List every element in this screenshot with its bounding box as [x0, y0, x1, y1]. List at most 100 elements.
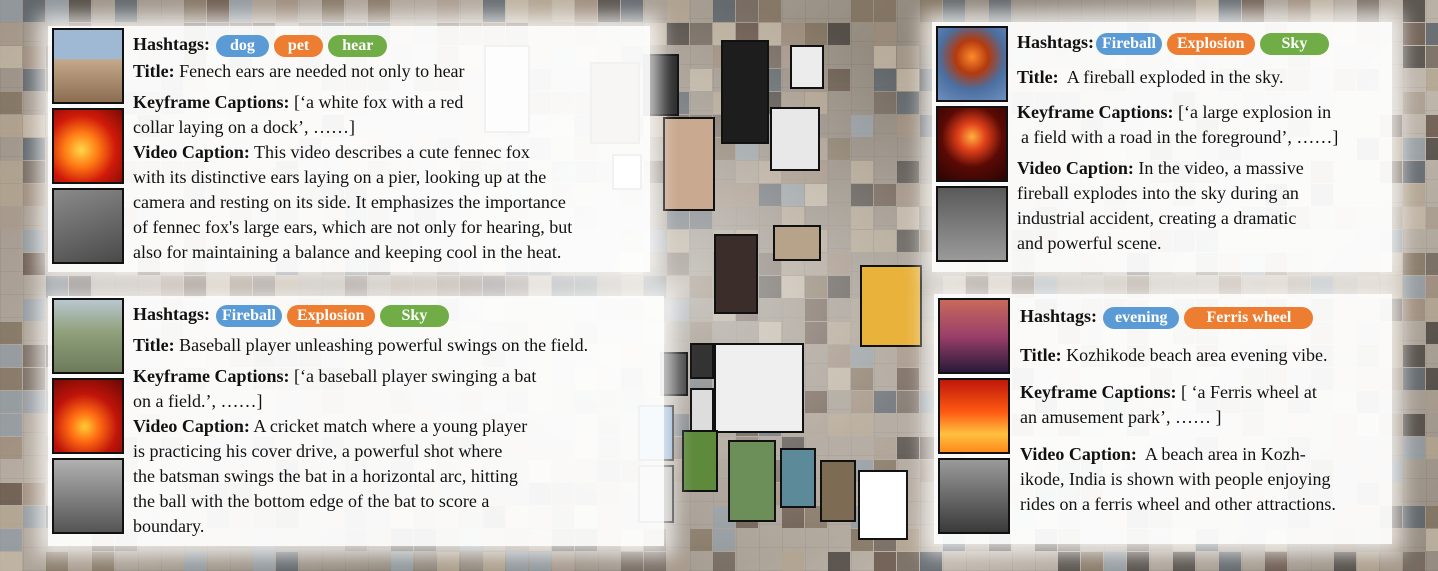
- hashtag[interactable]: Fireball: [216, 304, 282, 327]
- keyframe-image: [52, 28, 124, 104]
- hashtag[interactable]: evening: [1103, 306, 1180, 329]
- title-text: Baseball player unleashing powerful swin…: [179, 335, 589, 355]
- mosaic-tile: [1403, 299, 1425, 321]
- thumbnail: [773, 225, 821, 261]
- mosaic-tile: [1403, 437, 1425, 459]
- mosaic-tile: [1426, 299, 1438, 321]
- thumbnail: [820, 460, 856, 522]
- title-label: Title:: [1020, 345, 1062, 365]
- mosaic-tile: [1242, 0, 1264, 22]
- thumbnail: [858, 470, 908, 540]
- mosaic-tile: [0, 368, 22, 390]
- mosaic-tile: [1426, 207, 1438, 229]
- mosaic-tile: [23, 253, 45, 275]
- hashtag[interactable]: Sky: [379, 304, 450, 327]
- thumbnail: [660, 352, 688, 396]
- mosaic-tile: [1127, 276, 1149, 298]
- hashtag[interactable]: Explosion: [286, 304, 375, 327]
- mosaic-tile: [1426, 69, 1438, 91]
- video-caption-label: Video Caption:: [1020, 444, 1137, 464]
- title-text: Kozhikode beach area evening vibe.: [1066, 345, 1328, 365]
- mosaic-tile: [69, 0, 91, 22]
- hashtag[interactable]: Fireball: [1096, 32, 1162, 55]
- mosaic-tile: [0, 0, 22, 22]
- mosaic-tile: [0, 437, 22, 459]
- mosaic-tile: [46, 276, 68, 298]
- hashtag[interactable]: dog: [216, 34, 269, 57]
- hashtag-list: Fireball Explosion Sky: [1096, 32, 1330, 55]
- thumbnail: [714, 234, 758, 314]
- mosaic-tile: [1288, 276, 1310, 298]
- video-caption-line: fireball explodes into the sky during an: [1017, 183, 1299, 203]
- hashtag[interactable]: hear: [328, 34, 388, 57]
- hashtag[interactable]: Explosion: [1166, 32, 1255, 55]
- keyframe-strip: [52, 28, 124, 264]
- title-text: Fenech ears are needed not only to hear: [179, 61, 465, 81]
- thumbnail: [728, 440, 776, 522]
- video-caption-line: boundary.: [133, 516, 205, 536]
- hashtag[interactable]: pet: [273, 34, 324, 57]
- keyframe-strip: [938, 298, 1010, 534]
- mosaic-tile: [23, 115, 45, 137]
- mosaic-tile: [276, 0, 298, 22]
- mosaic-tile: [1196, 0, 1218, 22]
- keyframe-line: an amusement park’, …… ]: [1020, 407, 1222, 427]
- video-caption-line: the ball with the bottom edge of the bat…: [133, 491, 490, 511]
- mosaic-tile: [23, 161, 45, 183]
- mosaic-tile: [1288, 0, 1310, 22]
- hashtag[interactable]: Ferris wheel: [1184, 306, 1314, 329]
- mosaic-tile: [230, 276, 252, 298]
- mosaic-tile: [23, 483, 45, 505]
- keyframe-image: [936, 26, 1008, 102]
- mosaic-tile: [1403, 161, 1425, 183]
- video-caption-line: A beach area in Kozh-: [1144, 444, 1306, 464]
- mosaic-tile: [23, 0, 45, 22]
- keyframe-image: [52, 298, 124, 374]
- mosaic-tile: [207, 0, 229, 22]
- mosaic-tile: [1426, 322, 1438, 344]
- video-card-ferris-wheel: Hashtags: evening Ferris wheel Title: Ko…: [934, 294, 1392, 544]
- mosaic-tile: [276, 552, 298, 571]
- mosaic-tile: [69, 276, 91, 298]
- thumbnail: [790, 45, 824, 89]
- video-caption-line: of fennec fox's large ears, which are no…: [133, 217, 573, 237]
- keyframe-line: on a field.’, ……]: [133, 391, 263, 411]
- thumbnail: [721, 40, 769, 144]
- mosaic-tile: [1403, 23, 1425, 45]
- card-text: Hashtags: Fireball Explosion Sky Title: …: [133, 302, 661, 539]
- video-caption-line: the batsman swings the bat in a horizont…: [133, 466, 518, 486]
- video-caption-line: In the video, a massive: [1138, 158, 1304, 178]
- mosaic-tile: [23, 184, 45, 206]
- mosaic-tile: [23, 46, 45, 68]
- hashtag[interactable]: Sky: [1259, 32, 1330, 55]
- mosaic-tile: [23, 299, 45, 321]
- mosaic-tile: [1426, 46, 1438, 68]
- mosaic-tile: [0, 345, 22, 367]
- keyframe-line: [‘a baseball player swinging a bat: [293, 366, 537, 386]
- mosaic-tile: [1426, 368, 1438, 390]
- keyframe-depth: [52, 458, 124, 534]
- video-caption-line: with its distinctive ears laying on a pi…: [133, 167, 547, 187]
- mosaic-tile: [1334, 552, 1356, 571]
- mosaic-tile: [1426, 115, 1438, 137]
- mosaic-tile: [253, 552, 275, 571]
- mosaic-tile: [1104, 552, 1126, 571]
- mosaic-tile: [253, 0, 275, 22]
- mosaic-tile: [1380, 552, 1402, 571]
- thumbnail: [714, 343, 804, 433]
- mosaic-tile: [1219, 276, 1241, 298]
- mosaic-tile: [1426, 529, 1438, 551]
- video-caption-line: and powerful scene.: [1017, 233, 1162, 253]
- video-card-fireball: Hashtags: Fireball Explosion Sky Title: …: [932, 22, 1392, 272]
- mosaic-tile: [1403, 138, 1425, 160]
- mosaic-tile: [0, 414, 22, 436]
- title-label: Title:: [1017, 67, 1059, 87]
- mosaic-tile: [184, 276, 206, 298]
- mosaic-tile: [1426, 391, 1438, 413]
- mosaic-tile: [1403, 414, 1425, 436]
- hashtag-list: evening Ferris wheel: [1103, 306, 1314, 329]
- keyframe-strip: [52, 298, 124, 534]
- keyframe-label: Keyframe Captions:: [133, 366, 290, 386]
- mosaic-tile: [1403, 552, 1425, 571]
- keyframe-label: Keyframe Captions:: [133, 92, 290, 112]
